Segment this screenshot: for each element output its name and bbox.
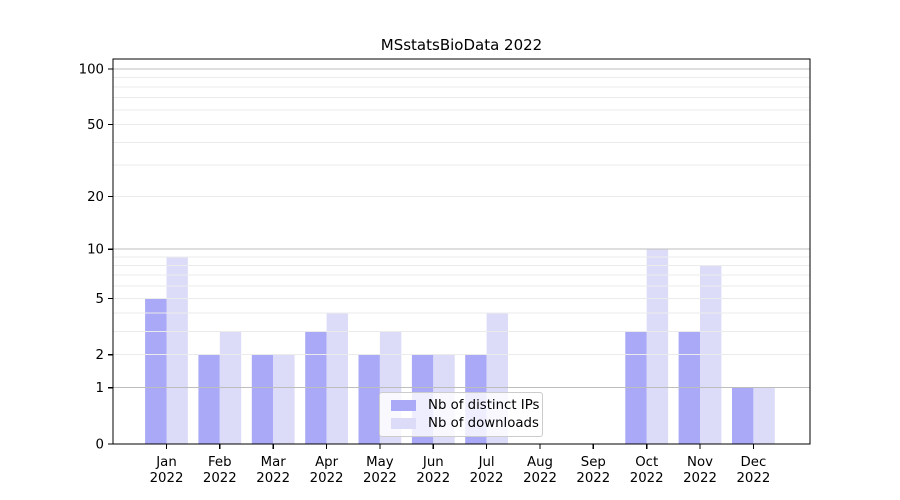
x-tick-label-year: 2022 [203, 471, 237, 486]
legend-label: Nb of distinct IPs [428, 398, 540, 414]
y-tick-label: 1 [96, 381, 104, 396]
bar-jan-downloads [166, 256, 188, 444]
y-tick-label: 100 [79, 63, 104, 78]
y-tick-label: 2 [96, 348, 104, 363]
x-tick-label-year: 2022 [630, 471, 664, 486]
x-tick-label-year: 2022 [523, 471, 557, 486]
x-tick-label-year: 2022 [470, 471, 504, 486]
bar-oct-downloads [646, 249, 669, 444]
y-tick-label: 5 [96, 292, 104, 307]
bar-dec-distinct-ips [732, 387, 754, 444]
x-tick-label-year: 2022 [416, 471, 450, 486]
x-tick-label-year: 2022 [310, 471, 344, 486]
bar-dec-downloads [753, 387, 775, 444]
bar-mar-downloads [273, 354, 295, 444]
x-tick-label-month: May [366, 455, 394, 470]
bar-may-distinct-ips [358, 354, 380, 444]
x-tick-label-month: Jul [478, 455, 495, 470]
legend: Nb of distinct IPs Nb of downloads [379, 392, 543, 437]
x-tick-label-month: Jan [155, 455, 177, 470]
legend-label: Nb of downloads [428, 415, 539, 431]
downloads-swatch-icon [391, 417, 416, 429]
axes-spines [112, 58, 811, 445]
y-tick-label: 0 [96, 438, 104, 453]
x-tick-label-year: 2022 [736, 471, 770, 486]
y-tick-label: 20 [87, 190, 104, 205]
x-tick-label-month: Feb [208, 455, 232, 470]
x-tick-label-year: 2022 [683, 471, 717, 486]
y-tick-label: 10 [87, 243, 104, 258]
x-tick-label-month: Nov [687, 455, 713, 470]
x-tick-label-month: Oct [635, 455, 658, 470]
x-tick-label-year: 2022 [150, 471, 184, 486]
x-tick-label-year: 2022 [363, 471, 397, 486]
bar-apr-downloads [326, 313, 348, 444]
x-tick-label-month: Jun [422, 455, 444, 470]
x-tick-label-month: Apr [315, 455, 339, 470]
x-tick-label-year: 2022 [256, 471, 290, 486]
bar-jan-distinct-ips [145, 298, 167, 444]
legend-entry-downloads: Nb of downloads [386, 415, 539, 431]
chart-title: MSstatsBioData 2022 [380, 36, 543, 54]
x-tick-label-month: Sep [581, 455, 606, 470]
legend-entry-distinct-ips: Nb of distinct IPs [386, 398, 540, 414]
distinct-ips-swatch-icon [391, 400, 416, 412]
bar-mar-distinct-ips [251, 354, 274, 444]
x-tick-label-month: Dec [741, 455, 767, 470]
y-tick-label: 50 [87, 118, 104, 133]
x-tick-label-month: Mar [261, 455, 287, 470]
x-tick-label-year: 2022 [576, 471, 610, 486]
bar-feb-distinct-ips [198, 354, 220, 444]
x-tick-label-month: Aug [527, 455, 553, 470]
